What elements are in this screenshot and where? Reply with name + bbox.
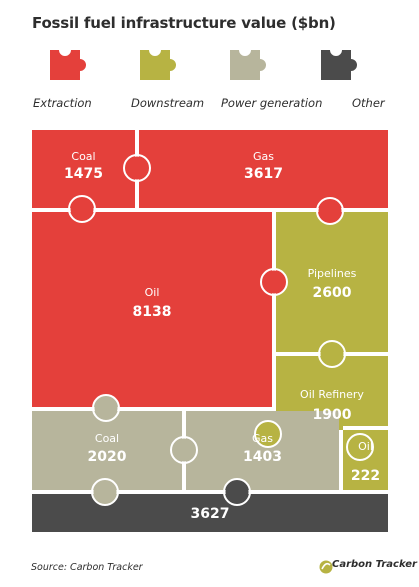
- puzzle-nub-fill: [318, 199, 342, 223]
- legend-icon-extraction: [50, 50, 86, 80]
- piece-value: 2020: [88, 449, 127, 465]
- piece-value: 222: [351, 468, 380, 484]
- piece-extraction-coal: [32, 130, 135, 208]
- puzzle-nub-fill: [348, 435, 372, 459]
- piece-value: 1900: [313, 407, 352, 423]
- piece-power-generation-coal: [32, 411, 182, 490]
- piece-label: Oil Refinery: [300, 388, 364, 401]
- legend-icon-other: [321, 50, 357, 80]
- piece-label: Pipelines: [308, 267, 357, 280]
- puzzle-nub-outline: [346, 433, 374, 461]
- piece-value: 1403: [243, 449, 282, 465]
- source-note: Source: Carbon Tracker: [31, 562, 143, 573]
- puzzle-nub-fill: [94, 396, 118, 420]
- legend-label-power-generation: Power generation: [221, 96, 323, 110]
- puzzle-nub-fill: [93, 480, 117, 504]
- puzzle-nub-fill: [172, 438, 196, 462]
- legend-icon-downstream: [140, 50, 176, 80]
- logo-text: Carbon Tracker: [332, 559, 417, 570]
- puzzle-nub-fill: [262, 270, 286, 294]
- legend-label-other: Other: [352, 96, 385, 110]
- legend-label-extraction: Extraction: [33, 96, 92, 110]
- piece-label: Oil: [145, 286, 160, 299]
- chart-title: Fossil fuel infrastructure value ($bn): [32, 14, 336, 32]
- puzzle-nub-outline: [254, 420, 282, 448]
- piece-value: 8138: [133, 304, 172, 320]
- puzzle-treemap: Coal 1475 Gas 3617 Oil 8138 Pipelines 2600 Oil R…: [32, 130, 388, 532]
- piece-label: Gas: [253, 150, 274, 163]
- piece-label: Gas: [252, 432, 273, 445]
- puzzle-nub-fill: [256, 422, 280, 446]
- carbon-tracker-logo: Carbon Tracker: [319, 556, 417, 578]
- piece-downstream-pipelines: [276, 212, 388, 352]
- piece-label: Oil: [358, 440, 373, 453]
- piece-value: 3627: [191, 506, 230, 522]
- legend: [50, 50, 357, 80]
- piece-value: 3617: [244, 166, 283, 182]
- legend-icon-power-generation: [230, 50, 266, 80]
- piece-value: 1475: [64, 166, 103, 182]
- piece-extraction-gas: [139, 130, 388, 208]
- piece-value: 2600: [313, 285, 352, 301]
- piece-label: Coal: [95, 432, 119, 445]
- piece-label: Coal: [71, 150, 95, 163]
- legend-label-downstream: Downstream: [131, 96, 205, 110]
- puzzle-nub-fill: [70, 197, 94, 221]
- logo-icon: [319, 560, 333, 574]
- puzzle-nub-fill: [125, 156, 149, 180]
- puzzle-nub-fill: [320, 342, 344, 366]
- piece-other: [32, 494, 388, 532]
- piece-extraction-oil: [32, 212, 272, 407]
- puzzle-nub-fill: [225, 480, 249, 504]
